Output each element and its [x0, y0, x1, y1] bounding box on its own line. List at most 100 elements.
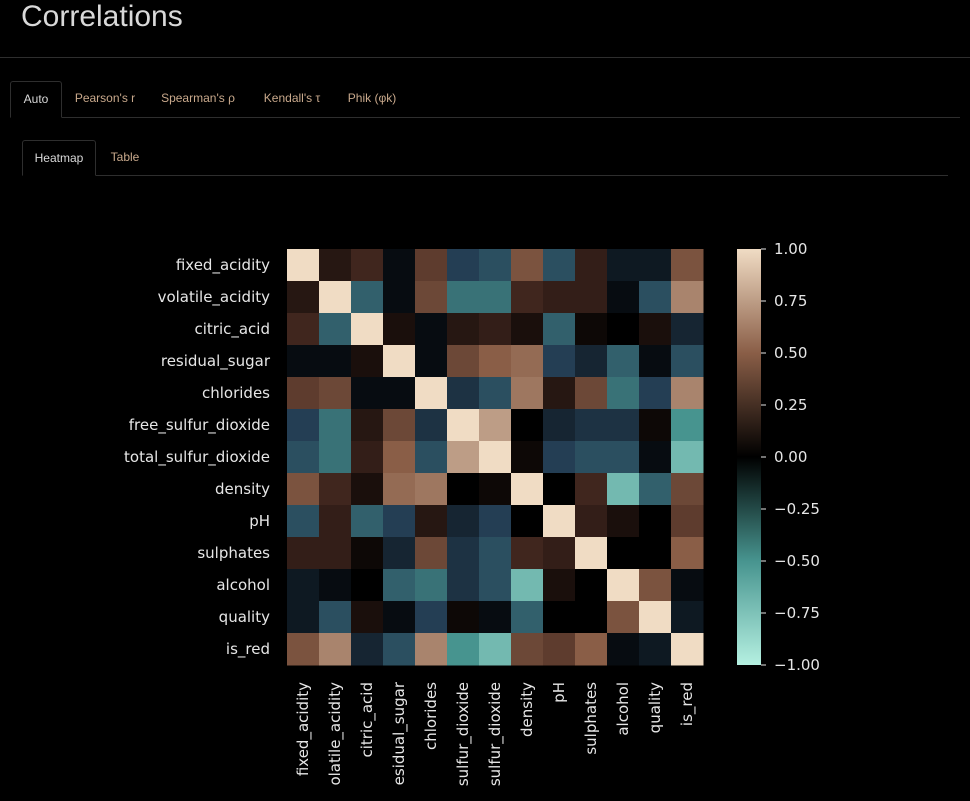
heatmap-cell	[575, 281, 608, 314]
heatmap-cell	[383, 281, 416, 314]
heatmap-cell	[607, 601, 640, 634]
heatmap-cell	[319, 441, 352, 474]
heatmap-cell	[351, 345, 384, 378]
heatmap-cell	[447, 409, 480, 442]
x-tick-label: pH	[550, 682, 568, 703]
heatmap-cell	[319, 569, 352, 602]
heatmap-cell	[351, 601, 384, 634]
y-tick-label: pH	[249, 512, 270, 530]
heatmap-cell	[287, 409, 320, 442]
heatmap-cells	[287, 249, 704, 666]
heatmap-cell	[511, 409, 544, 442]
heatmap-cell	[639, 537, 672, 570]
heatmap-cell	[511, 377, 544, 410]
heatmap-cell	[671, 409, 704, 442]
heatmap-cell	[415, 345, 448, 378]
heatmap-cell	[415, 505, 448, 538]
heatmap-cell	[287, 601, 320, 634]
y-tick-label: free_sulfur_dioxide	[129, 416, 270, 435]
x-tick-label: alcohol	[614, 682, 632, 736]
heatmap-cell	[319, 537, 352, 570]
heatmap-cell	[383, 409, 416, 442]
heatmap-cell	[287, 281, 320, 314]
colorbar-tick-label: 0.50	[774, 344, 807, 362]
colorbar-tick-label: −0.25	[774, 500, 820, 518]
heatmap-cell	[479, 633, 512, 666]
heatmap-cell	[351, 505, 384, 538]
heatmap-cell	[543, 281, 576, 314]
heatmap-cell	[543, 569, 576, 602]
heatmap-cell	[639, 601, 672, 634]
heatmap-cell	[351, 249, 384, 282]
heatmap-cell	[319, 409, 352, 442]
x-tick-label: esidual_sugar	[390, 681, 409, 785]
heatmap-cell	[351, 537, 384, 570]
heatmap-cell	[479, 281, 512, 314]
x-tick-label: sulfur_dioxide	[454, 682, 473, 786]
heatmap-cell	[607, 441, 640, 474]
heatmap-cell	[671, 505, 704, 538]
x-tick-label: quality	[646, 682, 664, 733]
heatmap-cell	[479, 249, 512, 282]
heatmap-cell	[639, 569, 672, 602]
heatmap-cell	[479, 473, 512, 506]
colorbar-tick-label: −0.75	[774, 604, 820, 622]
heatmap-cell	[447, 281, 480, 314]
heatmap-cell	[479, 345, 512, 378]
tab-auto[interactable]: Auto	[10, 81, 62, 118]
heatmap-cell	[479, 409, 512, 442]
heatmap-cell	[479, 601, 512, 634]
heatmap-cell	[511, 441, 544, 474]
heatmap-cell	[607, 313, 640, 346]
heatmap-cell	[511, 249, 544, 282]
heatmap-cell	[671, 473, 704, 506]
heatmap-cell	[383, 441, 416, 474]
x-tick-label: is_red	[678, 682, 697, 726]
heatmap-cell	[607, 409, 640, 442]
view-tabs: Heatmap Table	[22, 140, 948, 176]
heatmap-cell	[287, 569, 320, 602]
x-tick-label: sulfur_dioxide	[486, 682, 505, 786]
heatmap-cell	[607, 505, 640, 538]
heatmap-cell	[575, 345, 608, 378]
heatmap-cell	[671, 441, 704, 474]
heatmap-cell	[671, 249, 704, 282]
heatmap-cell	[607, 473, 640, 506]
tab-heatmap[interactable]: Heatmap	[22, 140, 96, 176]
heatmap-cell	[415, 313, 448, 346]
heatmap-cell	[575, 409, 608, 442]
heatmap-cell	[671, 601, 704, 634]
tab-phik[interactable]: Phik (φk)	[347, 91, 397, 105]
heatmap-cell	[671, 633, 704, 666]
heatmap-cell	[447, 473, 480, 506]
tab-kendall[interactable]: Kendall's τ	[263, 91, 321, 105]
heatmap-cell	[447, 569, 480, 602]
heatmap-cell	[511, 601, 544, 634]
heatmap-cell	[415, 377, 448, 410]
heatmap-cell	[383, 249, 416, 282]
heatmap-cell	[287, 313, 320, 346]
heatmap-cell	[383, 537, 416, 570]
x-tick-label: olatile_acidity	[326, 682, 345, 786]
tab-table[interactable]: Table	[110, 150, 140, 164]
y-axis-labels: fixed_acidity volatile_acidity citric_acid…	[124, 256, 271, 659]
heatmap-cell	[415, 249, 448, 282]
tab-pearson[interactable]: Pearson's r	[74, 91, 136, 105]
heatmap-cell	[543, 633, 576, 666]
heatmap-cell	[543, 409, 576, 442]
heatmap-cell	[671, 569, 704, 602]
heatmap-cell	[607, 537, 640, 570]
heatmap-cell	[447, 601, 480, 634]
heatmap-cell	[415, 409, 448, 442]
tab-spearman[interactable]: Spearman's ρ	[161, 91, 235, 105]
heatmap-cell	[415, 441, 448, 474]
heatmap-cell	[511, 505, 544, 538]
heatmap-cell	[383, 505, 416, 538]
heatmap-cell	[543, 441, 576, 474]
heatmap-cell	[511, 633, 544, 666]
heatmap-cell	[575, 537, 608, 570]
heatmap-cell	[671, 281, 704, 314]
heatmap-cell	[447, 249, 480, 282]
